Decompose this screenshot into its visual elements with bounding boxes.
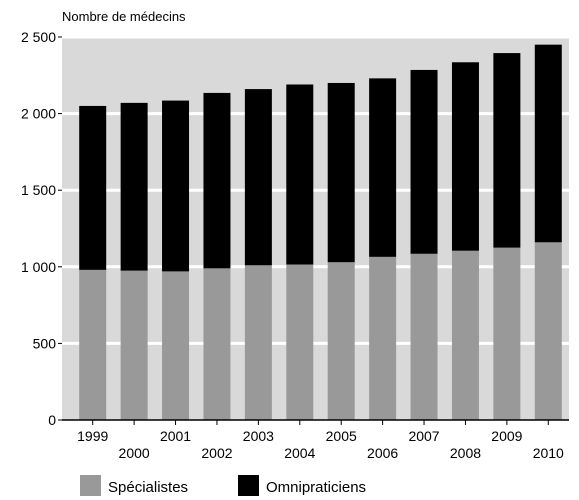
x-tick-label: 2008	[450, 445, 481, 461]
legend: Spécialistes Omnipraticiens	[80, 475, 366, 496]
bar-specialistes-2005	[327, 262, 355, 420]
bar-omnipraticiens-2009	[493, 53, 521, 248]
bars	[79, 44, 562, 420]
bar-specialistes-2002	[203, 268, 231, 420]
legend-swatch-specialistes	[80, 475, 101, 496]
x-tick-label: 2003	[243, 428, 274, 444]
x-tick-label: 2009	[491, 428, 522, 444]
y-tick-label: 0	[48, 412, 56, 428]
y-tick-label: 500	[33, 335, 57, 351]
bar-omnipraticiens-2010	[534, 44, 562, 243]
bar-specialistes-2003	[244, 265, 272, 420]
bar-omnipraticiens-2001	[162, 100, 190, 272]
legend-label-specialistes: Spécialistes	[108, 479, 188, 496]
x-tick-label: 1999	[77, 428, 108, 444]
x-tick-label: 2004	[284, 445, 315, 461]
x-tick-label: 2006	[367, 445, 398, 461]
bar-specialistes-1999	[79, 269, 107, 420]
legend-swatch-omnipraticiens	[238, 475, 259, 496]
bar-specialistes-2001	[162, 271, 190, 420]
y-tick-label: 1 000	[21, 259, 56, 275]
bar-omnipraticiens-2005	[327, 82, 355, 263]
bar-omnipraticiens-2002	[203, 92, 231, 269]
x-tick-label: 2002	[201, 445, 232, 461]
bar-omnipraticiens-2008	[451, 62, 479, 251]
bar-omnipraticiens-1999	[79, 105, 107, 270]
bar-omnipraticiens-2006	[369, 78, 397, 257]
bar-omnipraticiens-2000	[120, 102, 148, 271]
bar-specialistes-2006	[369, 256, 397, 420]
x-tick-label: 2007	[408, 428, 439, 444]
x-tick-label: 2000	[119, 445, 150, 461]
x-tick-label: 2010	[533, 445, 564, 461]
x-tick-label: 2001	[160, 428, 191, 444]
bar-omnipraticiens-2004	[286, 84, 314, 265]
x-ticks: 1999 2000 2001 2002 2003 2004 2005 2006 2007 2008…	[77, 420, 564, 461]
y-ticks: 0 500 1 000 1 500 2 000 2 500	[21, 29, 62, 428]
bar-specialistes-2007	[410, 253, 438, 420]
y-tick-label: 1 500	[21, 182, 56, 198]
bar-specialistes-2000	[120, 270, 148, 420]
y-tick-label: 2 500	[21, 29, 56, 45]
legend-label-omnipraticiens: Omnipraticiens	[266, 479, 366, 496]
bar-omnipraticiens-2003	[244, 89, 272, 266]
bar-specialistes-2004	[286, 264, 314, 420]
bar-specialistes-2009	[493, 247, 521, 420]
y-axis-label: Nombre de médecins	[62, 9, 186, 24]
y-tick-label: 2 000	[21, 106, 56, 122]
bar-specialistes-2010	[534, 242, 562, 420]
bar-omnipraticiens-2007	[410, 69, 438, 254]
bar-specialistes-2008	[451, 250, 479, 420]
x-tick-label: 2005	[326, 428, 357, 444]
